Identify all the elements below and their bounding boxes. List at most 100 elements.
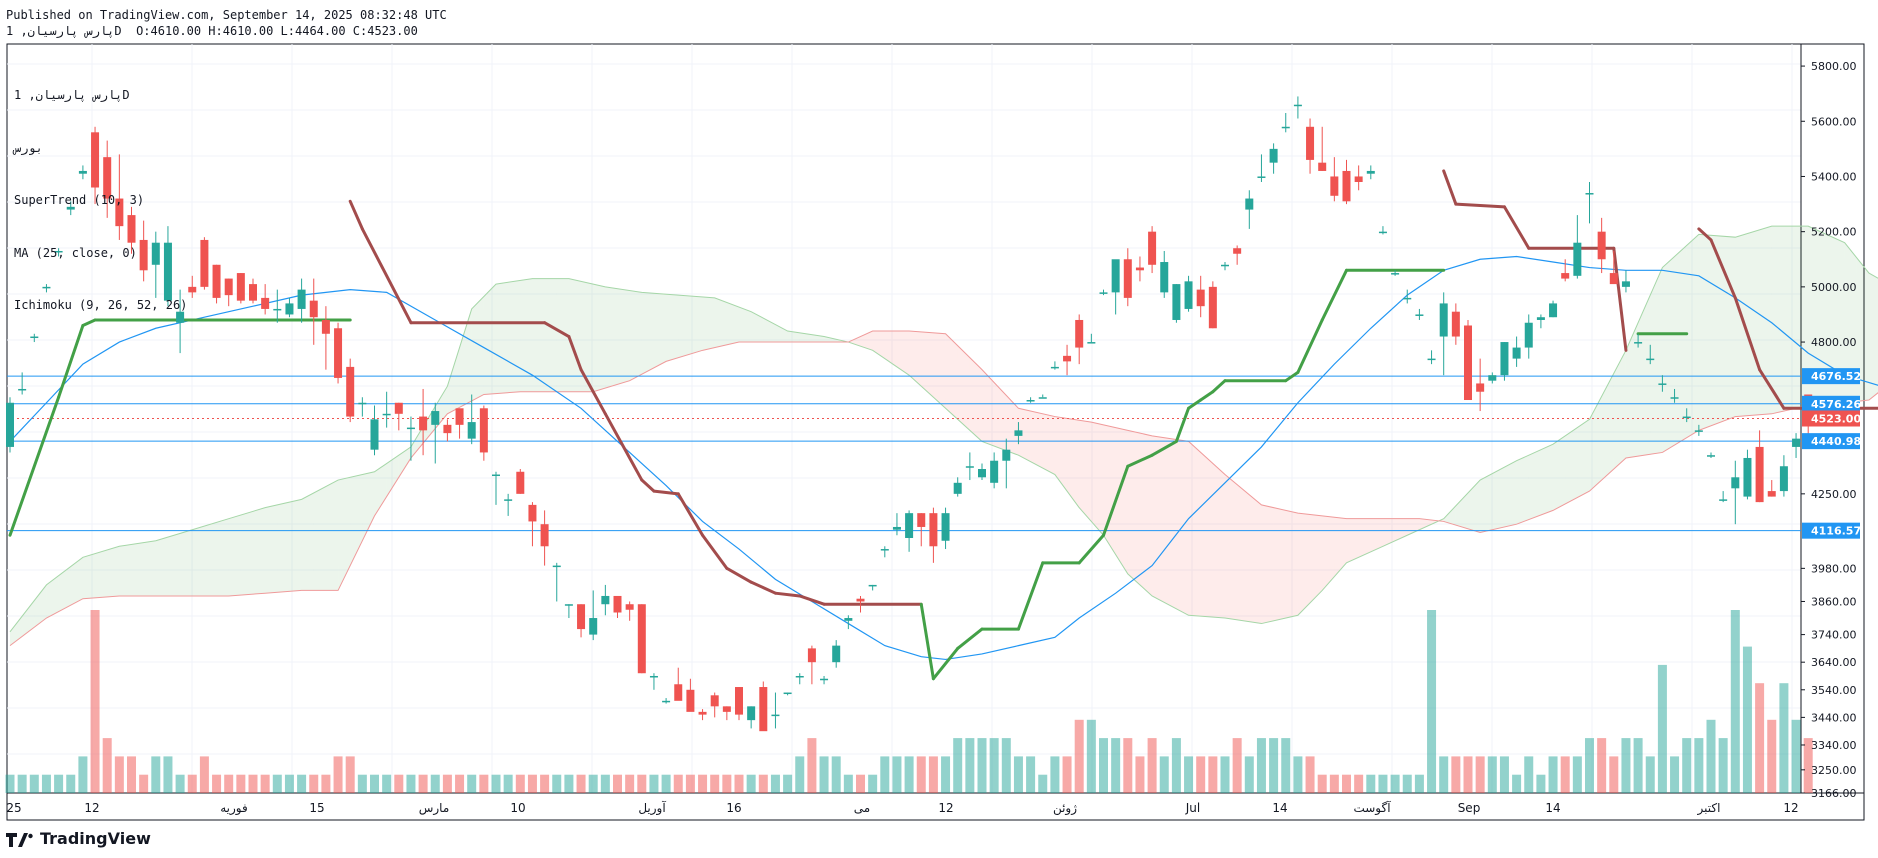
volume-bar <box>1342 774 1351 793</box>
candle-body <box>1743 457 1752 497</box>
candle <box>528 502 537 547</box>
x-axis-labels: 25 12 فوریه 15 مارس 10 آوریل 16 می 12 ژوئن Jul 14 آگو… <box>6 800 1798 816</box>
y-tick-label: 3860.00 <box>1811 595 1857 608</box>
y-tick-label: 3740.00 <box>1811 629 1857 642</box>
cloud-segment <box>1796 226 1809 409</box>
cloud-segment <box>1249 494 1262 624</box>
cloud-segment <box>775 324 788 343</box>
supertrend-segment <box>1758 368 1786 410</box>
volume-bar <box>989 738 999 793</box>
volume-bar <box>1499 756 1509 793</box>
cloud-segment <box>617 288 630 385</box>
volume-bar <box>1062 756 1072 793</box>
candle-body <box>1694 430 1703 432</box>
cloud-segment <box>398 446 411 478</box>
candle <box>929 507 938 563</box>
candle-body <box>200 239 209 287</box>
candle <box>990 452 999 489</box>
supertrend-segment <box>1709 238 1737 300</box>
candle-body <box>1026 400 1035 402</box>
x-tick-label: 16 <box>726 801 741 815</box>
candle <box>917 513 926 547</box>
supertrend-segment <box>348 199 364 231</box>
volume-bar <box>187 774 197 793</box>
volume-bar <box>1597 738 1607 793</box>
cloud-segment <box>1674 245 1687 446</box>
candle-body <box>771 714 780 717</box>
candle-body <box>1561 273 1570 279</box>
candle <box>1609 250 1618 285</box>
cloud-segment <box>1358 518 1371 558</box>
candle <box>261 284 270 315</box>
volume-bar <box>1524 756 1534 793</box>
candle-body <box>18 388 27 391</box>
candle-body <box>188 286 197 293</box>
volume-bar <box>1147 738 1157 793</box>
candle <box>686 678 695 712</box>
volume-bar <box>758 774 768 793</box>
supertrend-segment <box>1454 202 1506 209</box>
candle <box>115 154 124 240</box>
cloud-segment <box>1735 233 1748 417</box>
x-tick-label: 12 <box>938 801 953 815</box>
cloud-segment <box>909 331 922 387</box>
candle <box>589 590 598 641</box>
volume-bar <box>1281 738 1291 793</box>
x-tick-label: مارس <box>419 801 450 816</box>
candle-body <box>66 206 75 210</box>
candle <box>1233 245 1242 265</box>
candle <box>1050 361 1059 370</box>
candle-body <box>224 278 233 296</box>
cloud-segment <box>678 295 691 358</box>
supertrend-segment <box>956 627 984 650</box>
supertrend-segment <box>1320 268 1348 322</box>
candle-body <box>394 402 403 414</box>
candle <box>868 584 877 591</box>
price-badge-label: 4676.52 <box>1811 370 1861 383</box>
cloud-segment <box>1285 510 1298 619</box>
legend-exchange: بورس <box>14 140 43 155</box>
candle-body <box>1415 314 1424 316</box>
x-tick-label: 12 <box>84 801 99 815</box>
candle-body <box>1366 170 1375 174</box>
cloud-segment <box>1747 229 1760 416</box>
candle <box>577 604 586 638</box>
cloud-segment <box>155 537 168 596</box>
x-tick-label: 14 <box>1545 801 1560 815</box>
candle <box>820 675 829 685</box>
candle <box>54 248 63 257</box>
volume-bar <box>1208 756 1218 793</box>
candle-body <box>1123 259 1132 298</box>
candle <box>601 584 610 616</box>
cloud-segment <box>641 292 654 375</box>
volume-bar <box>1536 774 1546 793</box>
cloud-segment <box>1577 419 1590 498</box>
candle-body <box>1549 303 1558 318</box>
candle-body <box>686 689 695 712</box>
footer-brand[interactable]: TradingView <box>6 829 151 848</box>
candle-body <box>1330 176 1339 196</box>
candle-body <box>892 526 901 530</box>
volume-bar <box>1184 756 1194 793</box>
candle-body <box>1208 286 1217 329</box>
candle-body <box>321 319 330 334</box>
cloud-segment <box>1613 350 1626 470</box>
cloud-segment <box>1783 226 1797 412</box>
candle <box>1221 262 1229 271</box>
volume-bar <box>1159 756 1169 793</box>
volume-bar <box>746 774 756 793</box>
candle-body <box>1233 248 1242 254</box>
cloud-segment <box>1273 507 1286 621</box>
supertrend-segment <box>1697 227 1713 242</box>
cloud-segment <box>289 499 302 592</box>
volume-bar <box>1682 738 1692 793</box>
candle <box>759 681 768 732</box>
candle <box>212 264 221 304</box>
candle <box>1087 333 1096 344</box>
volume-bar <box>394 774 404 793</box>
volume-bar <box>430 774 440 793</box>
candle <box>552 562 561 602</box>
candle-body <box>1488 375 1497 381</box>
volume-bar <box>29 774 39 793</box>
